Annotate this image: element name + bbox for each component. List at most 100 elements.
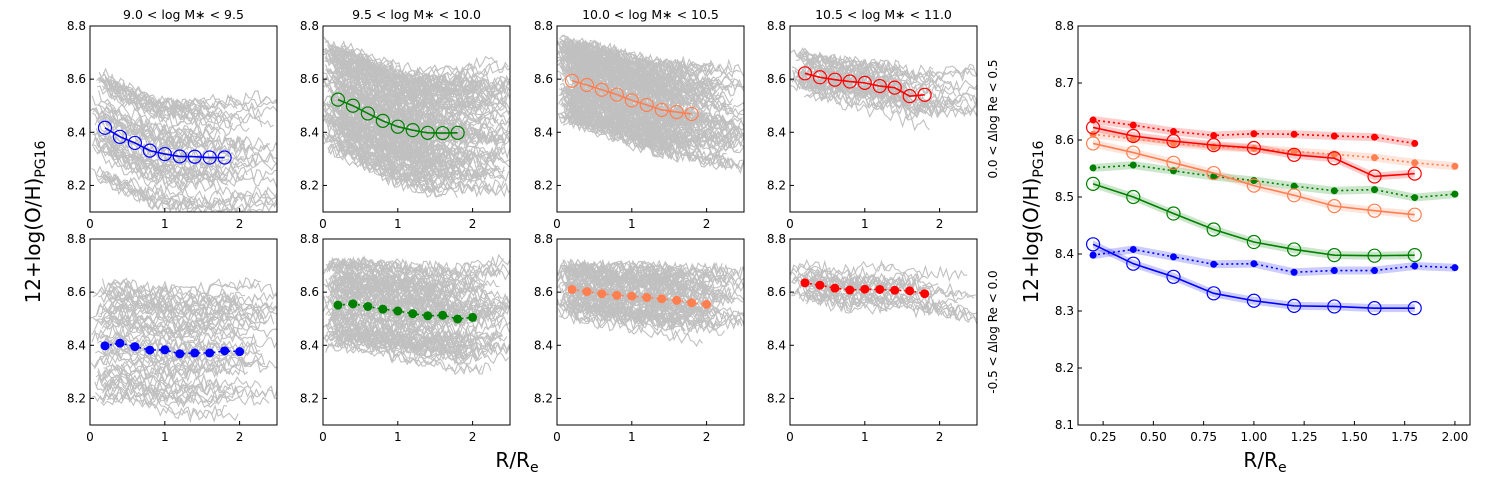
background-profile-line — [104, 176, 252, 212]
series-0-point — [860, 284, 870, 294]
background-profile-line — [331, 47, 500, 96]
background-profile-line — [335, 80, 433, 127]
series-2-point — [1290, 182, 1298, 190]
series-0-point — [348, 299, 358, 309]
y-tick-label: 8.8 — [67, 19, 86, 33]
background-profile-line — [566, 258, 742, 277]
series-0-point — [1250, 260, 1258, 268]
x-tick-label: 2 — [703, 217, 711, 231]
series-0-point — [408, 309, 418, 319]
series-3-point — [1327, 248, 1342, 263]
series-5-point — [1206, 165, 1221, 181]
series-0-point — [654, 102, 669, 118]
y-tick-label: 8.4 — [67, 125, 86, 139]
background-profile-line — [103, 107, 207, 149]
background-profile-line — [567, 308, 670, 327]
series-3-point — [1166, 206, 1181, 221]
background-profile-line — [797, 52, 888, 74]
series-6-point — [1250, 130, 1258, 138]
background-profile-line — [557, 265, 735, 303]
y-tick-label: 8.2 — [300, 391, 319, 405]
panel-top-1: 0 1 2 8.2 8.4 8.6 8.8 9.0 < log M∗ < 9.5 — [67, 7, 278, 231]
background-profile-line — [790, 263, 899, 290]
series-6-point — [1169, 127, 1177, 135]
series-2-point — [1250, 176, 1258, 184]
series-4-point — [1129, 135, 1137, 143]
series-0-point — [890, 285, 900, 295]
series-5-point — [1166, 155, 1181, 170]
series-0-point — [845, 285, 855, 295]
y-tick-label: 8.4 — [534, 125, 553, 139]
series-0-point — [830, 283, 840, 293]
series-1-point — [1166, 269, 1181, 284]
y-tick-label: 8.8 — [300, 19, 319, 33]
series-0-point — [1411, 262, 1419, 270]
panel-frame — [322, 25, 511, 213]
series-0-point — [160, 345, 170, 355]
background-profile-line — [328, 317, 447, 336]
background-profile-line — [330, 116, 454, 156]
y-tick-label: 8.6 — [67, 285, 86, 299]
background-profile-line — [790, 77, 977, 121]
series-0-point — [1089, 251, 1097, 259]
series-2-point — [1129, 161, 1137, 169]
background-profile-line — [108, 276, 261, 298]
background-profile-line — [575, 111, 675, 151]
series-3-line — [1092, 183, 1415, 257]
background-profile-line — [803, 88, 977, 121]
background-profile-line — [331, 262, 488, 289]
background-profile-line — [104, 78, 277, 114]
series-0-point — [609, 87, 624, 102]
series-0-point — [1169, 253, 1177, 261]
background-profile-line — [96, 85, 193, 121]
y-tick-label: 8.6 — [534, 72, 553, 86]
x-tick-label: 0.75 — [1190, 430, 1217, 444]
x-tick-label: 0 — [786, 430, 794, 444]
background-profile-line — [96, 148, 194, 191]
series-0-point — [345, 98, 361, 113]
series-5-line — [1092, 142, 1415, 216]
background-profile-line — [805, 288, 951, 315]
y-tick-label: 8.8 — [67, 232, 86, 246]
series-0-point — [684, 106, 699, 122]
series-1-point — [1367, 301, 1382, 316]
series-0-point — [420, 125, 435, 140]
series-2-point — [1089, 164, 1097, 172]
plot-area — [90, 67, 277, 212]
y-tick-label: 8.8 — [300, 232, 319, 246]
series-2-point — [1330, 187, 1338, 195]
panel-title: 10.5 < log M∗ < 11.0 — [815, 7, 952, 22]
plot-area — [323, 36, 510, 198]
series-7-point — [1287, 147, 1302, 162]
background-profile-line — [95, 128, 277, 163]
background-profile-line — [567, 89, 658, 128]
y-tick-label: 8.6 — [300, 285, 319, 299]
y-tick-label: 8.7 — [1055, 76, 1074, 90]
y-tick-label: 8.2 — [300, 178, 319, 192]
series-0-point — [800, 278, 810, 288]
background-profile-line — [573, 87, 736, 131]
series-0-point — [905, 286, 915, 296]
series-0-point — [917, 87, 932, 102]
background-profile-line — [325, 308, 476, 344]
series-0-point — [579, 77, 595, 93]
plot-area — [557, 34, 744, 175]
series-1-point — [1287, 298, 1302, 313]
y-tick-label: 8.3 — [1055, 304, 1074, 318]
x-tick-label: 1 — [161, 430, 169, 444]
series-1-point — [1407, 301, 1422, 316]
series-0-point — [220, 346, 230, 356]
y-tick-label: 8.6 — [1055, 133, 1074, 147]
series-5-band — [1093, 139, 1415, 219]
series-0-point — [235, 347, 245, 357]
background-profile-line — [340, 114, 435, 155]
series-0-point — [375, 113, 390, 128]
series-7-point — [1126, 128, 1141, 144]
series-0-point — [172, 149, 187, 164]
series-0-point — [390, 119, 405, 134]
background-profile-line — [327, 115, 442, 156]
series-0-point — [669, 104, 684, 120]
series-2-point — [1451, 190, 1459, 198]
background-profile-line — [95, 318, 201, 341]
summary-y-axis-label: 12+log(O/H)PG16 — [1019, 140, 1047, 303]
